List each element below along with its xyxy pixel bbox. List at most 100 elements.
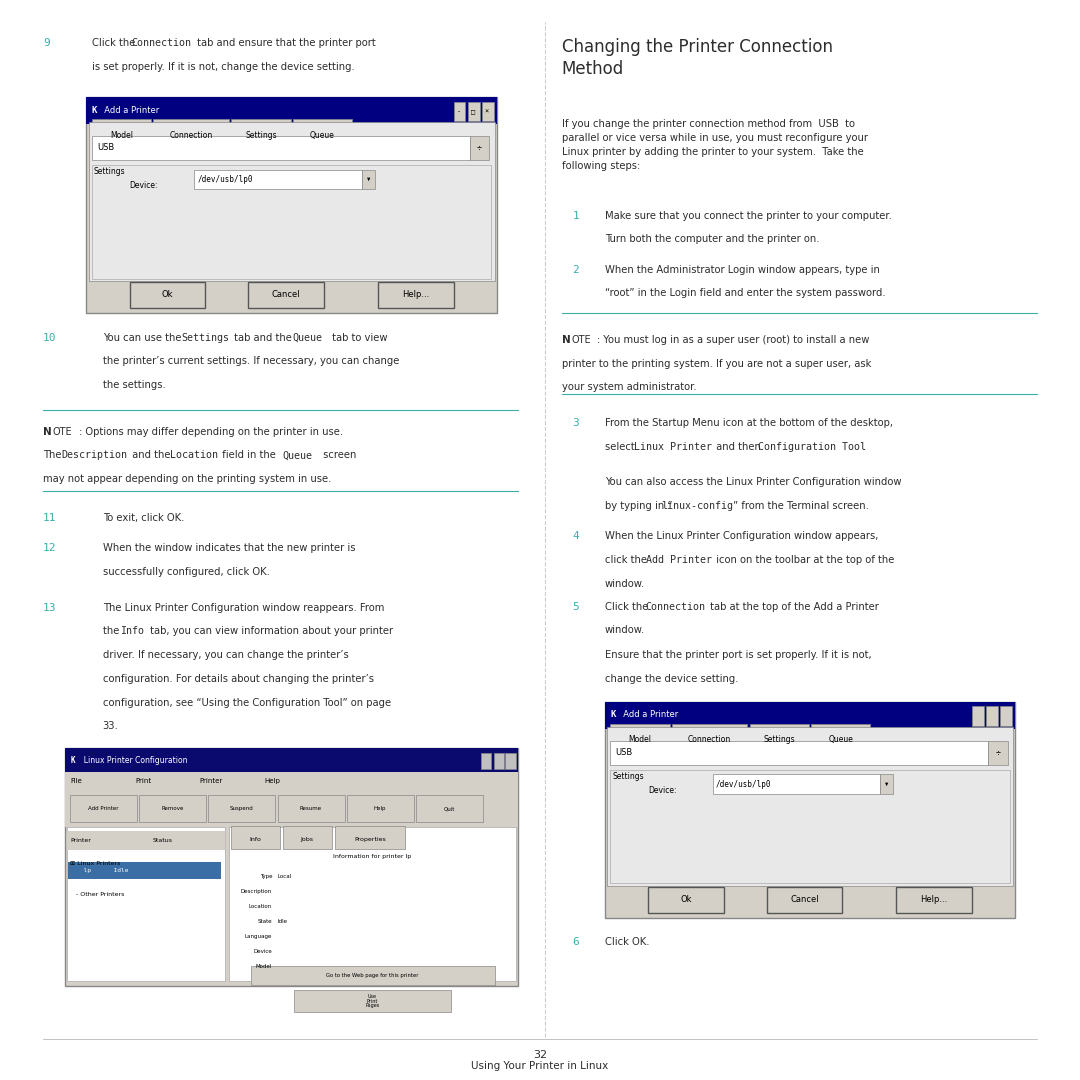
Text: OTE: OTE <box>53 427 72 436</box>
Text: your system administrator.: your system administrator. <box>562 382 697 392</box>
FancyBboxPatch shape <box>713 774 880 794</box>
Text: Local: Local <box>278 874 292 879</box>
Text: Linux Printer: Linux Printer <box>634 442 712 451</box>
FancyBboxPatch shape <box>767 887 842 913</box>
FancyBboxPatch shape <box>811 724 870 751</box>
Text: change the device setting.: change the device setting. <box>605 674 739 684</box>
Text: Properties: Properties <box>354 837 386 841</box>
Text: ÷: ÷ <box>477 144 482 152</box>
FancyBboxPatch shape <box>65 772 518 789</box>
FancyBboxPatch shape <box>89 122 495 281</box>
Text: To exit, click OK.: To exit, click OK. <box>103 513 184 523</box>
FancyBboxPatch shape <box>86 97 497 124</box>
Text: Using Your Printer in Linux: Using Your Printer in Linux <box>471 1061 609 1070</box>
Text: the settings.: the settings. <box>103 380 165 390</box>
Text: Turn both the computer and the printer on.: Turn both the computer and the printer o… <box>605 234 820 244</box>
Text: USB: USB <box>97 144 114 152</box>
Text: Ensure that the printer port is set properly. If it is not,: Ensure that the printer port is set prop… <box>605 650 872 660</box>
Text: Description: Description <box>241 889 272 894</box>
Text: configuration. For details about changing the printer’s: configuration. For details about changin… <box>103 674 374 684</box>
Text: Remove: Remove <box>162 807 184 811</box>
Text: Add Printer: Add Printer <box>89 807 119 811</box>
Text: window.: window. <box>605 579 645 589</box>
Text: Changing the Printer Connection
Method: Changing the Printer Connection Method <box>562 38 833 78</box>
FancyBboxPatch shape <box>880 774 893 794</box>
Text: select: select <box>605 442 637 451</box>
Text: You can use the: You can use the <box>103 333 185 342</box>
FancyBboxPatch shape <box>65 789 518 827</box>
Text: Click the: Click the <box>92 38 138 48</box>
Text: 5: 5 <box>572 602 579 611</box>
Text: configuration, see “Using the Configuration Tool” on page: configuration, see “Using the Configurat… <box>103 698 391 707</box>
Text: State: State <box>257 919 272 924</box>
FancyBboxPatch shape <box>65 748 518 986</box>
FancyBboxPatch shape <box>378 282 454 308</box>
Text: OTE: OTE <box>571 335 591 345</box>
Text: Model: Model <box>256 964 272 970</box>
Text: Model: Model <box>110 131 133 139</box>
Text: 11: 11 <box>43 513 57 523</box>
Text: Queue: Queue <box>293 333 323 342</box>
Text: Use
Print
Pages: Use Print Pages <box>365 995 380 1008</box>
FancyBboxPatch shape <box>65 748 518 772</box>
FancyBboxPatch shape <box>648 887 724 913</box>
Text: Print: Print <box>135 778 151 784</box>
FancyBboxPatch shape <box>278 795 345 822</box>
FancyBboxPatch shape <box>86 97 497 313</box>
Text: printer to the printing system. If you are not a super user, ask: printer to the printing system. If you a… <box>562 359 870 368</box>
Text: 1: 1 <box>572 211 579 220</box>
Text: ×: × <box>485 108 489 114</box>
FancyBboxPatch shape <box>335 826 405 849</box>
Text: Queue: Queue <box>828 735 853 744</box>
Text: Cancel: Cancel <box>791 895 819 904</box>
Text: Model: Model <box>629 735 651 744</box>
Text: Ok: Ok <box>162 291 173 299</box>
FancyBboxPatch shape <box>610 724 670 751</box>
Text: Cancel: Cancel <box>272 291 300 299</box>
Text: -: - <box>457 108 461 114</box>
FancyBboxPatch shape <box>229 827 516 981</box>
Text: 2: 2 <box>572 265 579 274</box>
Text: screen: screen <box>320 450 356 460</box>
FancyBboxPatch shape <box>231 119 291 146</box>
Text: If you change the printer connection method from  USB  to
parallel or vice versa: If you change the printer connection met… <box>562 119 867 171</box>
FancyBboxPatch shape <box>750 724 809 751</box>
FancyBboxPatch shape <box>1000 706 1012 726</box>
Text: tab and ensure that the printer port: tab and ensure that the printer port <box>194 38 376 48</box>
Text: the printer’s current settings. If necessary, you can change: the printer’s current settings. If neces… <box>103 356 399 366</box>
Text: □: □ <box>471 108 475 114</box>
FancyBboxPatch shape <box>153 119 229 146</box>
Text: Click OK.: Click OK. <box>605 937 649 947</box>
FancyBboxPatch shape <box>470 136 489 160</box>
Text: Device:: Device: <box>130 181 158 190</box>
Text: USB: USB <box>616 748 633 757</box>
Text: Queue: Queue <box>310 131 335 139</box>
Text: Resume: Resume <box>300 807 322 811</box>
Text: successfully configured, click OK.: successfully configured, click OK. <box>103 567 270 577</box>
FancyBboxPatch shape <box>248 282 324 308</box>
Text: Help...: Help... <box>402 291 430 299</box>
Text: Info: Info <box>249 837 261 841</box>
Text: ⊞ Linux Printers: ⊞ Linux Printers <box>70 861 121 866</box>
Text: Linux Printer Configuration: Linux Printer Configuration <box>79 756 187 765</box>
Text: is set properly. If it is not, change the device setting.: is set properly. If it is not, change th… <box>92 62 354 71</box>
Text: click the: click the <box>605 555 650 565</box>
Text: field in the: field in the <box>219 450 280 460</box>
Text: N: N <box>43 427 52 436</box>
FancyBboxPatch shape <box>92 136 470 160</box>
FancyBboxPatch shape <box>454 102 465 121</box>
Text: File: File <box>70 778 82 784</box>
Text: Settings: Settings <box>612 772 644 781</box>
Text: tab to view: tab to view <box>329 333 388 342</box>
FancyBboxPatch shape <box>208 795 275 822</box>
Text: Idle: Idle <box>278 919 287 924</box>
Text: 9: 9 <box>43 38 50 48</box>
Text: /dev/usb/lp0: /dev/usb/lp0 <box>198 175 253 184</box>
Text: The Linux Printer Configuration window reappears. From: The Linux Printer Configuration window r… <box>103 603 384 612</box>
Text: ÷: ÷ <box>996 748 1000 757</box>
Text: N: N <box>562 335 570 345</box>
Text: Location: Location <box>248 904 272 909</box>
FancyBboxPatch shape <box>68 862 221 879</box>
FancyBboxPatch shape <box>505 753 516 769</box>
Text: lp      Idle: lp Idle <box>76 868 129 873</box>
